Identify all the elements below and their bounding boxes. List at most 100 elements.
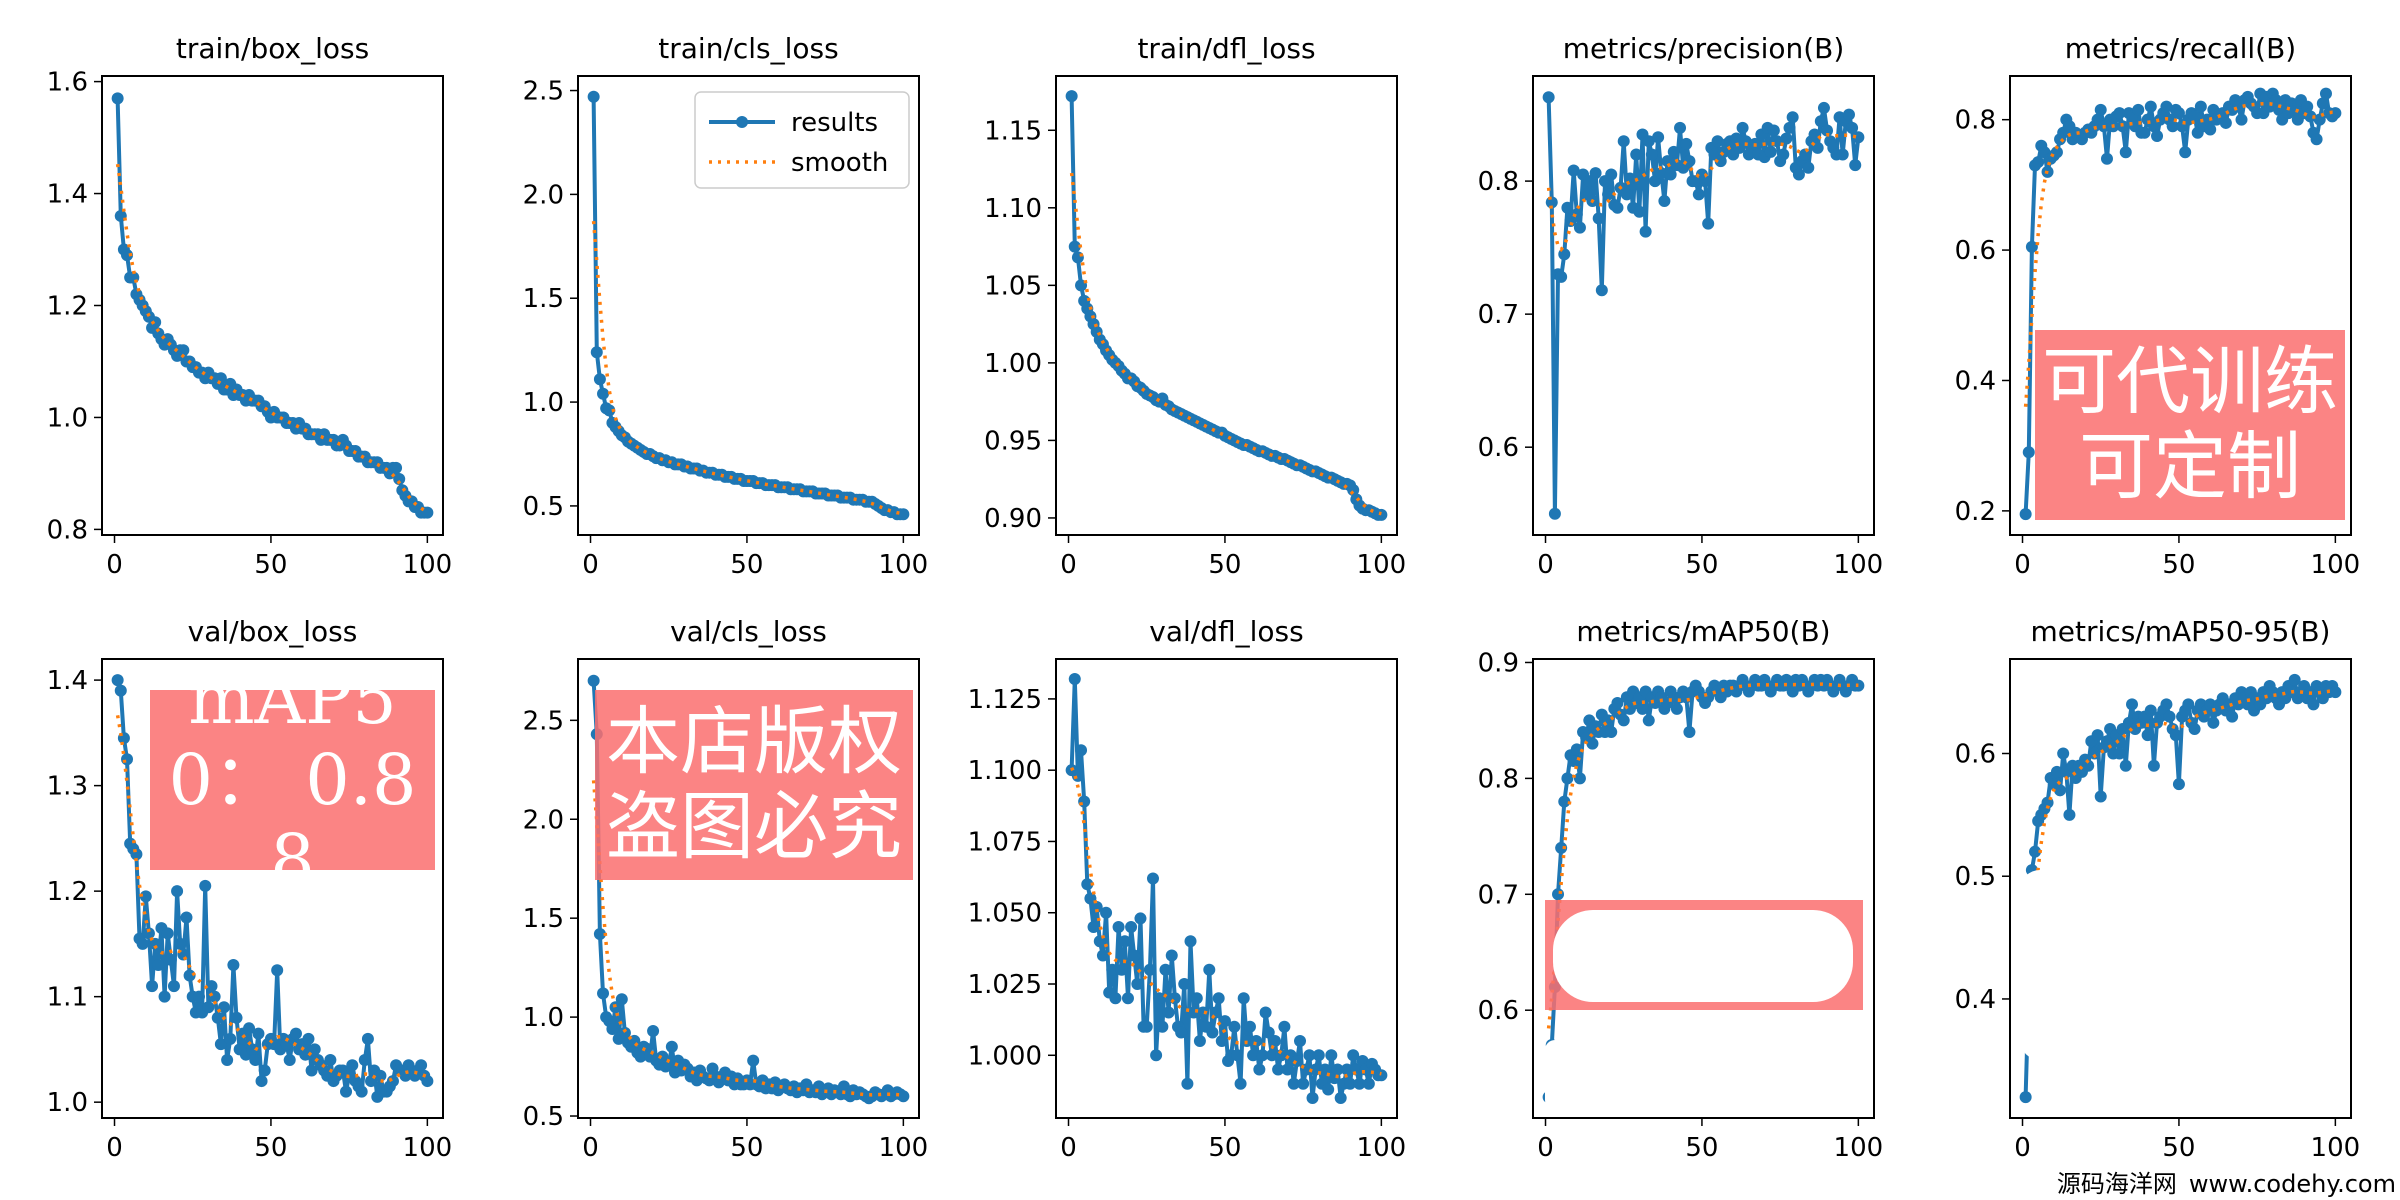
y-tick-label: 1.4	[47, 180, 88, 210]
results-point	[358, 1053, 371, 1066]
results-point	[1184, 935, 1197, 948]
results-point	[393, 473, 406, 486]
results-point	[618, 1026, 631, 1039]
results-point	[2029, 845, 2042, 858]
results-point	[1558, 795, 1571, 808]
y-tick-label: 0.95	[984, 426, 1042, 456]
results-point	[1128, 949, 1141, 962]
results-point	[1112, 920, 1125, 933]
results-point	[1262, 1026, 1275, 1039]
results-point	[1645, 148, 1658, 161]
x-tick-label: 100	[403, 1133, 453, 1163]
results-point	[1767, 124, 1780, 137]
y-tick-label: 2.0	[523, 180, 564, 210]
results-point	[1375, 508, 1388, 521]
results-point	[214, 372, 227, 385]
y-tick-label: 0.7	[1478, 300, 1519, 330]
results-point	[415, 1059, 428, 1072]
results-point	[1268, 1035, 1281, 1048]
results-point	[1331, 1063, 1344, 1076]
site-url: www.codehy.com	[2188, 1170, 2396, 1198]
results-point	[114, 684, 127, 697]
x-tick-label: 50	[254, 550, 287, 580]
results-point	[1312, 1049, 1325, 1062]
results-point	[2147, 759, 2160, 772]
results-point	[1115, 963, 1128, 976]
results-point	[1334, 1092, 1347, 1105]
y-tick-label: 1.0	[47, 1088, 88, 1118]
axes-frame	[2009, 75, 2352, 536]
plot-area	[1542, 91, 1865, 520]
results-point	[340, 1085, 353, 1098]
subplot-title: train/cls_loss	[658, 32, 838, 65]
results-point	[1667, 145, 1680, 158]
y-tick-label: 1.2	[47, 292, 88, 322]
results-point	[1153, 992, 1166, 1005]
results-point	[230, 1011, 243, 1024]
results-point	[164, 953, 177, 966]
results-point	[1303, 1049, 1316, 1062]
results-point	[1611, 201, 1624, 214]
results-point	[1121, 992, 1134, 1005]
results-point	[149, 316, 162, 329]
results-point	[1642, 714, 1655, 727]
results-point	[1278, 1020, 1291, 1033]
x-tick-label: 0	[582, 550, 599, 580]
results-point	[2313, 113, 2326, 126]
results-point	[252, 1027, 265, 1040]
results-point	[421, 506, 434, 519]
results-point	[1146, 872, 1159, 885]
results-point	[2226, 710, 2239, 723]
results-point	[1084, 892, 1097, 905]
x-tick-label: 0	[1060, 550, 1077, 580]
results-point	[1786, 111, 1799, 124]
results-point	[1362, 1077, 1375, 1090]
results-point	[1589, 167, 1602, 180]
results-point	[2301, 100, 2314, 113]
site-name: 源码海洋网	[2056, 1170, 2177, 1198]
results-point	[1808, 128, 1821, 141]
y-tick-label: 1.2	[47, 877, 88, 907]
results-point	[390, 461, 403, 474]
y-tick-label: 2.0	[523, 805, 564, 835]
results-point	[2094, 103, 2107, 116]
results-point	[2288, 103, 2301, 116]
x-tick-label: 0	[1537, 1133, 1554, 1163]
results-point	[183, 969, 196, 982]
results-point	[2094, 790, 2107, 803]
results-point	[1633, 205, 1646, 218]
y-tick-label: 1.0	[523, 388, 564, 418]
results-point	[2050, 765, 2063, 778]
results-point	[2163, 710, 2176, 723]
subplot-title: train/box_loss	[176, 32, 369, 65]
results-point	[1561, 772, 1574, 785]
results-point	[647, 1024, 660, 1037]
results-point	[224, 1032, 237, 1045]
y-tick-label: 0.8	[47, 515, 88, 545]
y-tick-label: 0.8	[1478, 764, 1519, 794]
results-point	[2288, 673, 2301, 686]
x-tick-label: 0	[1537, 550, 1554, 580]
x-tick-label: 0	[2014, 1133, 2031, 1163]
results-point	[1711, 135, 1724, 148]
results-line	[1069, 677, 1382, 1100]
results-point	[243, 1022, 256, 1035]
results-point	[249, 1053, 262, 1066]
results-point	[174, 937, 187, 950]
subplot-title: metrics/mAP50-95(B)	[2031, 615, 2331, 648]
results-point	[142, 927, 155, 940]
white-erasure-patch	[1545, 1040, 1863, 1110]
results-point	[1087, 920, 1100, 933]
x-tick-label: 100	[879, 550, 929, 580]
results-point	[1294, 1035, 1307, 1048]
results-point	[289, 1027, 302, 1040]
x-tick-label: 50	[730, 1133, 763, 1163]
legend-smooth-label: smooth	[791, 148, 888, 178]
watermark-copyright: 本店版权盗图必究	[595, 690, 913, 880]
results-point	[1237, 992, 1250, 1005]
results-point	[1736, 121, 1749, 134]
x-tick-label: 100	[2311, 1133, 2361, 1163]
results-point	[1714, 155, 1727, 168]
x-tick-label: 0	[582, 1133, 599, 1163]
results-point	[1683, 155, 1696, 168]
